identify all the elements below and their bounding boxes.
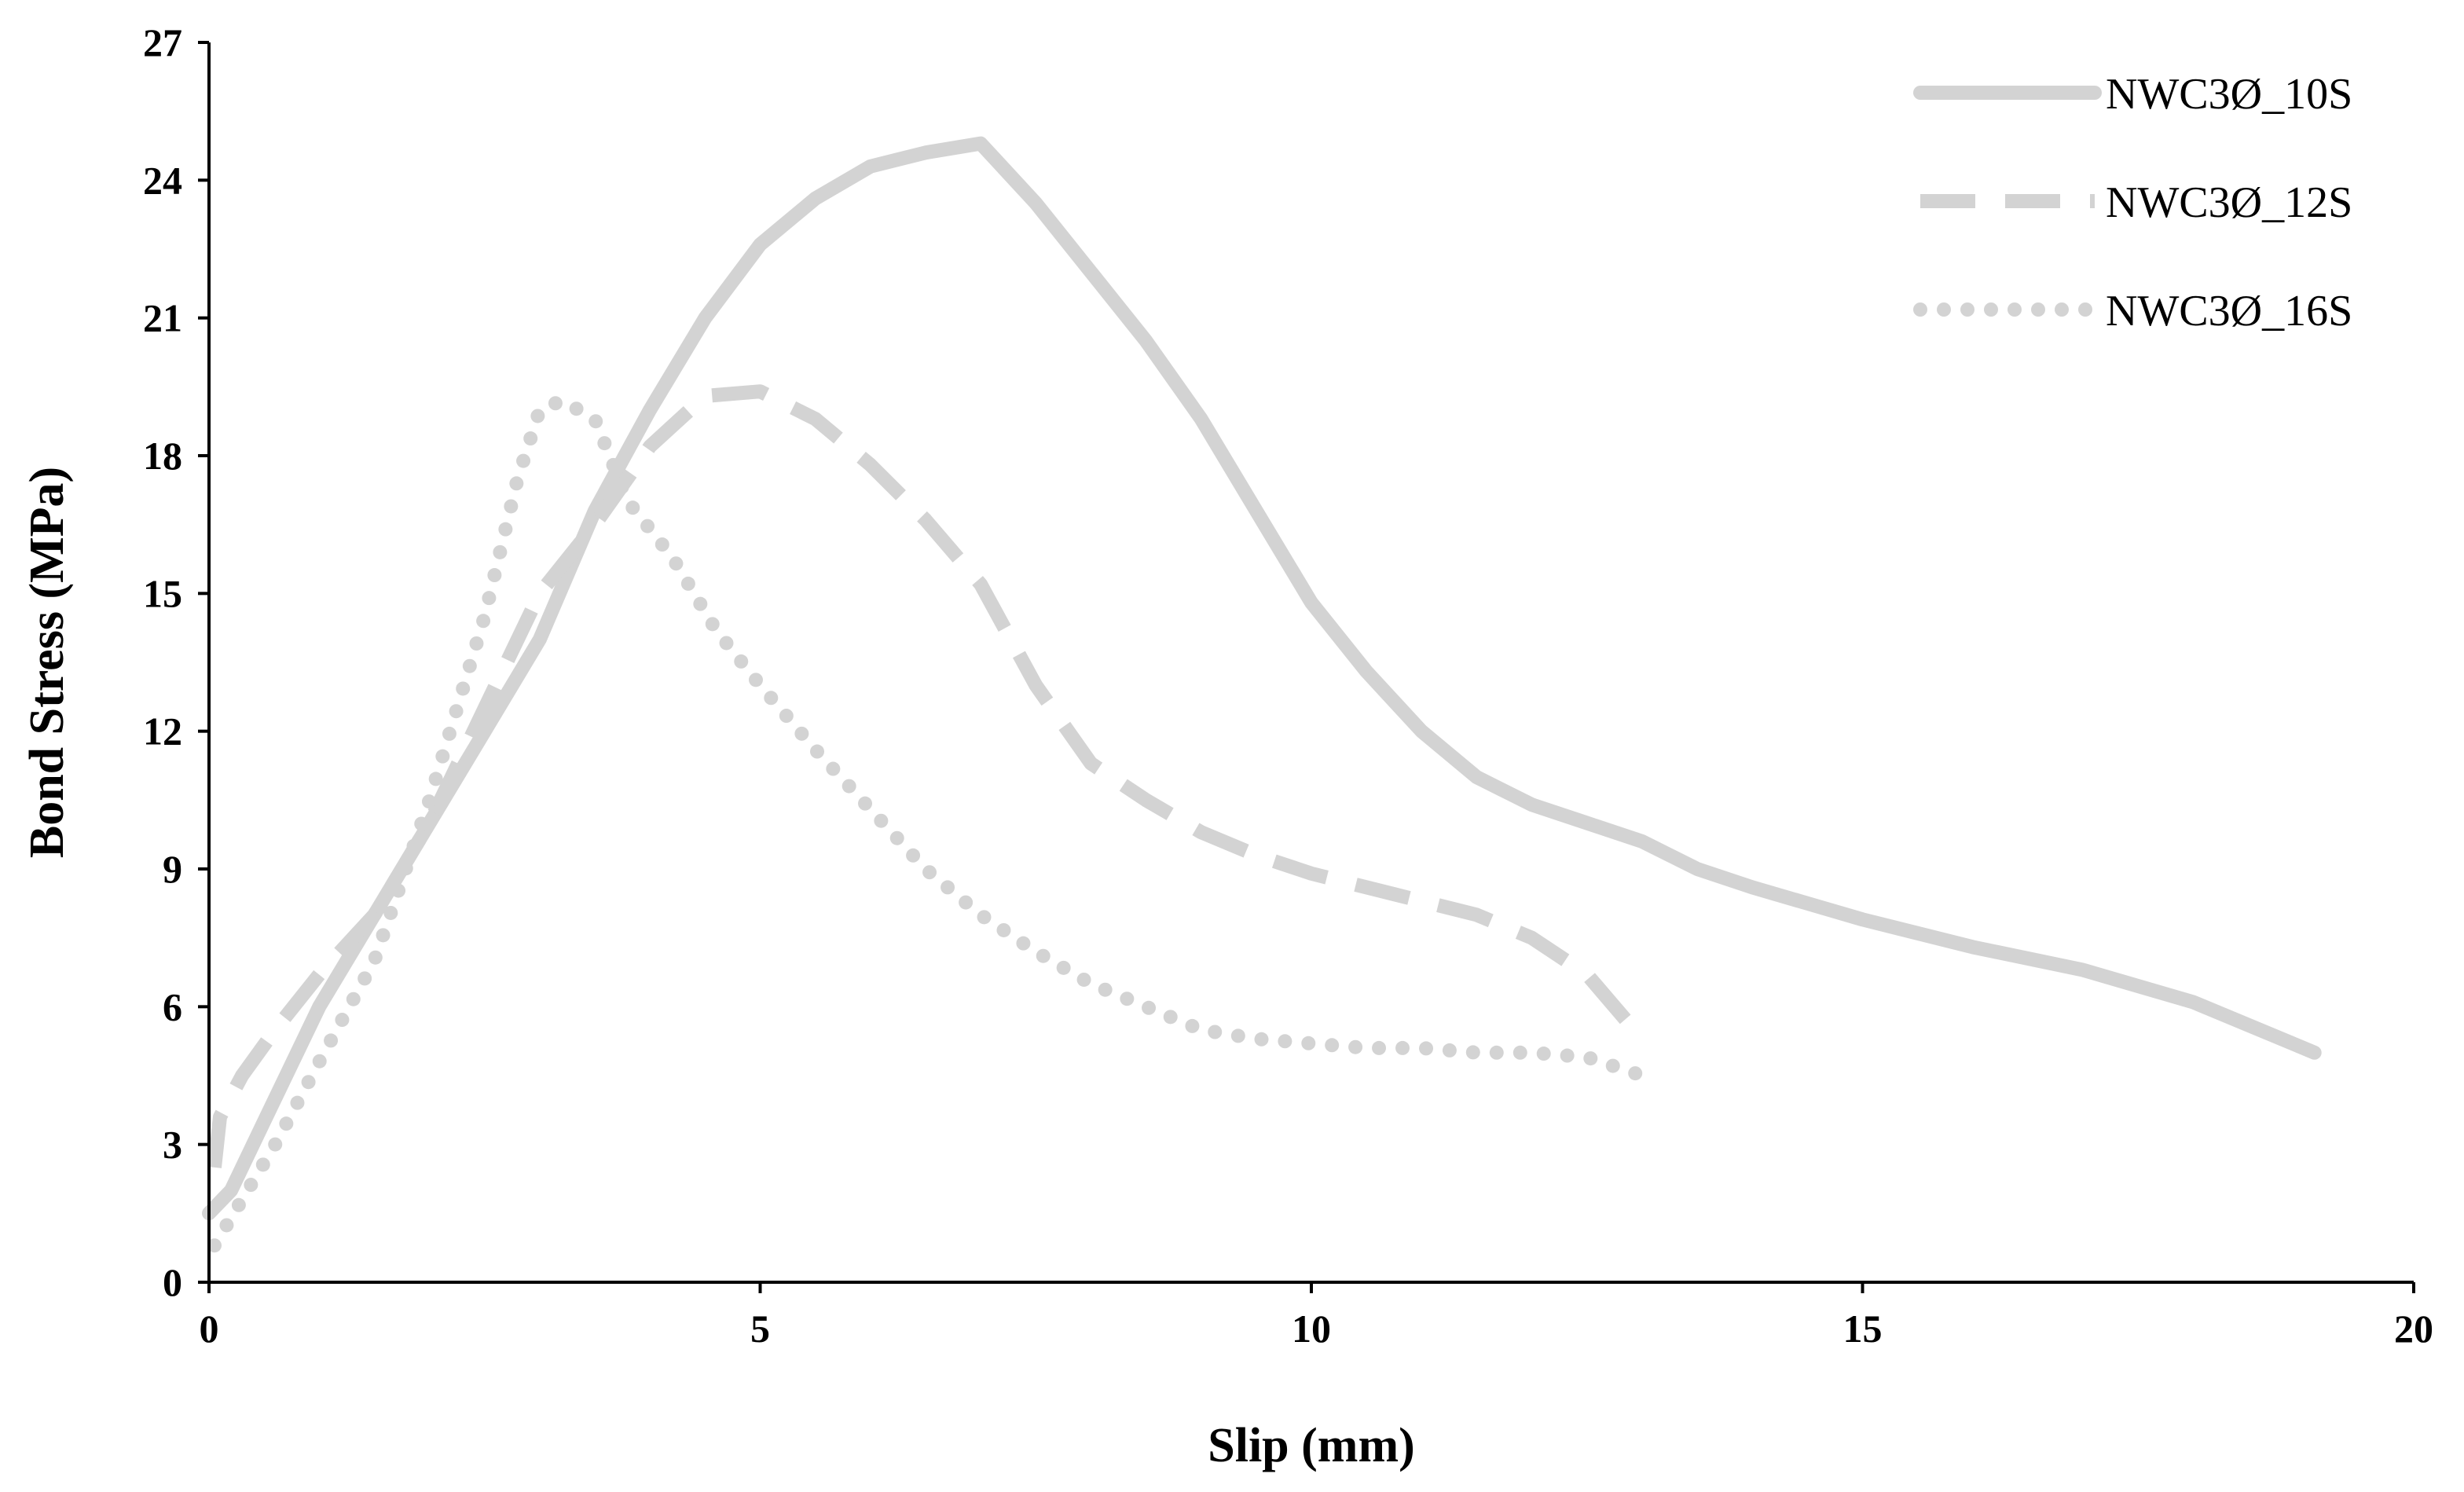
series-line-2 [207,384,1648,1168]
y-tick-label: 12 [143,709,182,753]
y-tick-label: 15 [143,571,182,615]
y-tick-label: 3 [163,1123,182,1167]
y-axis-title: Bond Stress (MPa) [20,467,74,858]
y-tick-label: 6 [163,984,182,1028]
y-tick-label: 21 [143,296,182,340]
x-tick-label: 20 [2394,1307,2433,1351]
y-tick-label: 27 [143,20,182,64]
legend: NWC3Ø_10S NWC3Ø_12S NWC3Ø_16S [1913,70,2352,335]
y-tick-label: 9 [163,847,182,891]
y-tick-label: 24 [143,158,182,202]
x-axis-title: Slip (mm) [1208,1419,1415,1472]
ticks-layer: 0 3 6 9 12 15 18 21 24 27 0 5 10 15 20 [143,20,2433,1351]
axes-layer [207,42,2414,1284]
x-tick-label: 15 [1843,1307,1883,1351]
series-layer [202,136,2322,1253]
x-tick-label: 10 [1292,1307,1331,1351]
axis-titles: Slip (mm) Bond Stress (MPa) [20,467,1415,1472]
legend-label-2: NWC3Ø_12S [2106,178,2352,227]
series-line-3 [207,393,1649,1253]
x-tick-label: 5 [750,1307,770,1351]
series-line-1 [202,136,2322,1221]
x-tick-label: 0 [200,1307,219,1351]
y-tick-label: 0 [163,1260,182,1304]
y-tick-label: 18 [143,434,182,478]
legend-label-3: NWC3Ø_16S [2106,287,2352,335]
legend-label-1: NWC3Ø_10S [2106,70,2352,119]
